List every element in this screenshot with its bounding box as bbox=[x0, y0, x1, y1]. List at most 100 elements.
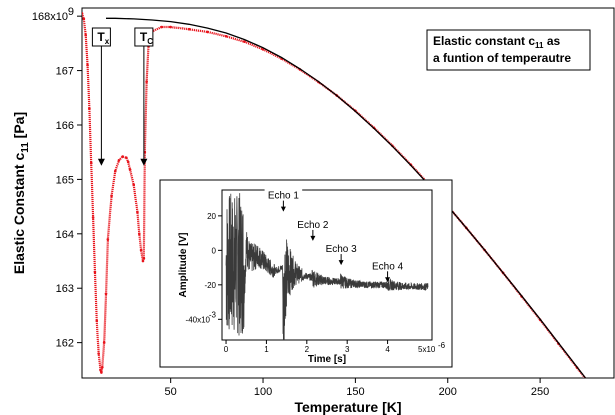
y-tick-label: 164 bbox=[56, 229, 74, 241]
series-red-point bbox=[95, 319, 99, 323]
series-red-point bbox=[91, 216, 95, 219]
inset-x-tick-label: 2 bbox=[305, 345, 310, 354]
series-red-point bbox=[84, 33, 87, 37]
marker-label-sub: x bbox=[105, 37, 110, 46]
inset-y-tick-label: 0 bbox=[212, 246, 217, 255]
series-red-point bbox=[117, 159, 121, 162]
series-red-point bbox=[86, 63, 89, 67]
inset-y-exponent-sup: -3 bbox=[209, 310, 217, 319]
y-axis-title: Elastic Constant c11 [Pa] bbox=[11, 112, 31, 274]
series-red-point bbox=[128, 168, 132, 171]
series-red-point bbox=[125, 156, 128, 159]
series-red-point bbox=[141, 259, 145, 263]
legend-line1-tail: as bbox=[544, 34, 561, 48]
x-tick-label: 50 bbox=[165, 386, 177, 398]
y-tick-label: 166 bbox=[56, 120, 74, 132]
y-tick-label: 162 bbox=[56, 338, 74, 350]
legend-line1-sub: 11 bbox=[535, 41, 544, 50]
inset-y-title-text: Amplitude [V] bbox=[178, 233, 189, 298]
y-tick-label: 163 bbox=[56, 283, 74, 295]
inset-x-title: Time [s] bbox=[308, 354, 346, 365]
series-red-point bbox=[106, 237, 110, 241]
echo-label: Echo 4 bbox=[372, 261, 404, 272]
series-red-point bbox=[88, 107, 91, 110]
series-red-point bbox=[160, 25, 163, 29]
inset-plot: 0 1 2 3 4 5x10 -6 20 0 -20 -40x10-3 Time [s] Amplitu… bbox=[159, 179, 453, 368]
y-tick-label: 167 bbox=[56, 66, 74, 78]
inset-x-exponent-sup: -6 bbox=[438, 341, 446, 350]
inset-y-tick-label: 20 bbox=[207, 212, 216, 221]
y-axis-title-unit: [Pa] bbox=[11, 112, 27, 142]
series-red-point bbox=[100, 371, 103, 374]
series-red-point bbox=[121, 155, 124, 158]
legend-line2: a funtion of temperautre bbox=[433, 51, 571, 65]
inset-x-tick-label: 1 bbox=[264, 345, 269, 354]
echo-arrowhead bbox=[385, 277, 391, 283]
echo-label-bg bbox=[264, 188, 303, 201]
inset-x-tick-label: 3 bbox=[345, 345, 350, 354]
echo-label: Echo 1 bbox=[268, 191, 300, 202]
series-red-point bbox=[224, 34, 228, 38]
x-tick-label: 150 bbox=[346, 386, 364, 398]
main-plot-frame bbox=[81, 7, 615, 379]
series-red-point bbox=[82, 17, 86, 21]
y-axis-title-text: Elastic Constant c11 [Pa] bbox=[11, 112, 31, 274]
inset-y-tick-label: -20 bbox=[204, 281, 216, 290]
series-red-point bbox=[169, 25, 172, 29]
series-red-point bbox=[113, 169, 117, 173]
series-black-fit bbox=[106, 17, 587, 378]
series-red-point bbox=[104, 292, 108, 295]
marker-label-main: T bbox=[97, 30, 105, 44]
series-red-point bbox=[139, 248, 143, 252]
series-red-point bbox=[101, 365, 104, 369]
inset-y-exponent-label: -40x10 bbox=[186, 315, 211, 324]
series-red-point bbox=[132, 183, 136, 187]
inset-x-tick-label: 4 bbox=[385, 345, 390, 354]
inset-x-exponent-label: 5x10 bbox=[418, 345, 436, 354]
x-tick-label: 250 bbox=[531, 386, 549, 398]
series-red-point bbox=[243, 40, 246, 44]
y-axis-title-main: Elastic Constant c bbox=[11, 153, 27, 275]
y-tick-label-exponent: 168x10 bbox=[32, 11, 68, 23]
x-axis-title: Temperature [K] bbox=[294, 399, 401, 415]
series-red-point bbox=[206, 30, 209, 34]
inset-echo-trace bbox=[225, 193, 429, 340]
series-red-point bbox=[82, 12, 84, 15]
echo-label-bg bbox=[322, 242, 360, 255]
marker-label-0: Tx bbox=[97, 30, 109, 46]
x-tick-label: 200 bbox=[439, 386, 457, 398]
series-red-point bbox=[97, 352, 100, 355]
echo-label: Echo 2 bbox=[297, 220, 329, 231]
series-red-point bbox=[137, 232, 141, 236]
echo-arrowhead bbox=[310, 235, 316, 241]
series-red-point bbox=[126, 160, 130, 164]
echo-label-bg bbox=[294, 217, 332, 230]
series-red-point bbox=[89, 161, 93, 165]
inset-x-tick-label: 0 bbox=[224, 345, 229, 354]
echo-label-bg bbox=[368, 259, 407, 272]
legend-line1-main: Elastic constant c bbox=[433, 34, 535, 48]
inset-y-title: Amplitude [V] bbox=[178, 233, 189, 298]
series-red-point bbox=[187, 27, 191, 31]
echo-arrowhead bbox=[280, 206, 286, 212]
inset-plot-frame bbox=[221, 189, 433, 341]
series-red-point bbox=[145, 80, 148, 83]
annotation-layer: Tx TC Elastic constant c11 asa funtion of … bbox=[91, 27, 591, 166]
legend-box bbox=[426, 29, 591, 71]
legend-line1: Elastic constant c11 as bbox=[433, 34, 561, 50]
series-red-point bbox=[136, 210, 139, 214]
x-tick-label: 100 bbox=[254, 386, 272, 398]
y-axis-title-sub: 11 bbox=[20, 142, 31, 153]
echo-arrowhead bbox=[338, 260, 344, 266]
marker-label-sub: C bbox=[147, 37, 153, 46]
y-tick-exponent-sup: 9 bbox=[68, 6, 74, 18]
marker-arrowhead bbox=[140, 158, 148, 166]
series-red-point bbox=[142, 256, 146, 260]
series-red-point bbox=[99, 368, 102, 372]
marker-label-1: TC bbox=[140, 30, 153, 46]
echo-label: Echo 3 bbox=[326, 244, 358, 255]
marker-arrowhead bbox=[97, 158, 105, 166]
series-red-point bbox=[594, 390, 597, 393]
